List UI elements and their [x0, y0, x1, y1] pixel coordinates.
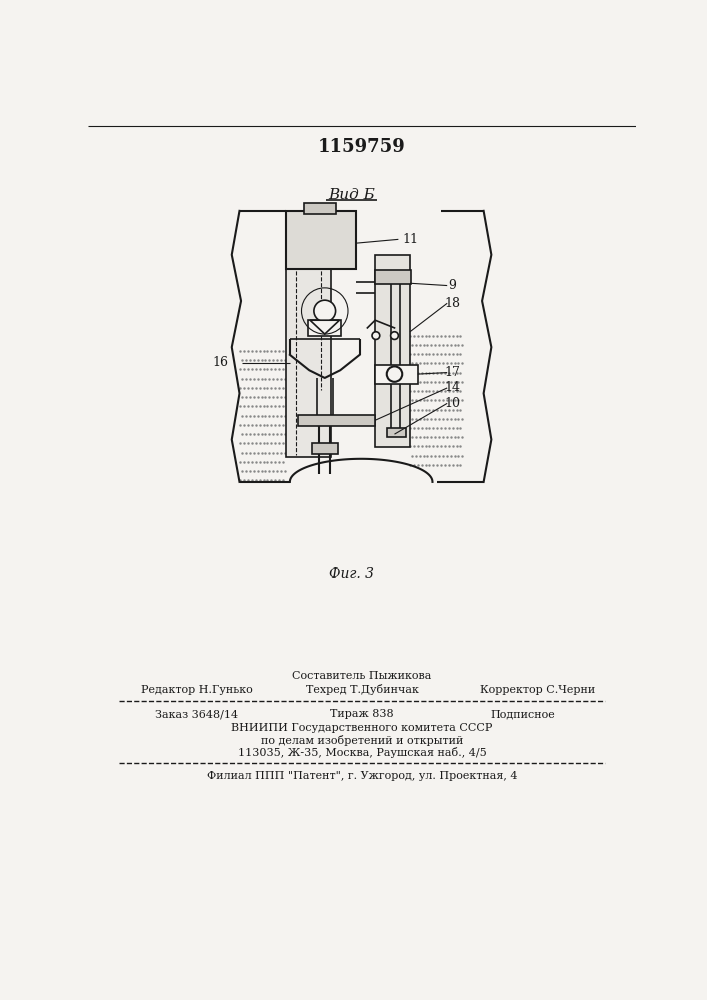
Text: 14: 14 [445, 381, 461, 394]
Text: Подписное: Подписное [490, 709, 555, 719]
Text: Заказ 3648/14: Заказ 3648/14 [156, 709, 238, 719]
Bar [286, 211, 356, 269]
Text: 16: 16 [212, 356, 228, 369]
Bar [286, 211, 331, 457]
Text: Фиг. 3: Фиг. 3 [329, 567, 375, 581]
Text: 18: 18 [445, 297, 461, 310]
Bar [308, 320, 341, 336]
Bar [312, 443, 338, 454]
Circle shape [372, 332, 380, 339]
Circle shape [314, 300, 336, 322]
Bar [375, 365, 418, 384]
Text: Вид Б: Вид Б [329, 188, 375, 202]
Bar [387, 428, 406, 437]
Text: Тираж 838: Тираж 838 [330, 709, 394, 719]
Circle shape [387, 366, 402, 382]
Text: 17: 17 [445, 366, 460, 379]
Bar [375, 270, 411, 284]
Polygon shape [310, 320, 339, 334]
Text: по делам изобретений и открытий: по делам изобретений и открытий [261, 735, 463, 746]
Text: 9: 9 [449, 279, 457, 292]
Text: ВНИИПИ Государственного комитета СССР: ВНИИПИ Государственного комитета СССР [231, 723, 493, 733]
Text: 1159759: 1159759 [318, 138, 406, 156]
Text: Корректор С.Черни: Корректор С.Черни [480, 685, 595, 695]
Bar [375, 255, 410, 447]
Text: 113035, Ж-35, Москва, Раушская наб., 4/5: 113035, Ж-35, Москва, Раушская наб., 4/5 [238, 747, 486, 758]
Text: 11: 11 [402, 233, 418, 246]
Text: Составитель Пыжикова: Составитель Пыжикова [292, 671, 432, 681]
Text: 10: 10 [445, 397, 461, 410]
Circle shape [391, 332, 398, 339]
Text: Техред Т.Дубинчак: Техред Т.Дубинчак [305, 684, 419, 695]
Bar [304, 203, 337, 214]
Text: Филиал ППП "Патент", г. Ужгород, ул. Проектная, 4: Филиал ППП "Патент", г. Ужгород, ул. Про… [206, 771, 518, 781]
Text: Редактор Н.Гунько: Редактор Н.Гунько [141, 685, 252, 695]
Bar [298, 415, 375, 426]
